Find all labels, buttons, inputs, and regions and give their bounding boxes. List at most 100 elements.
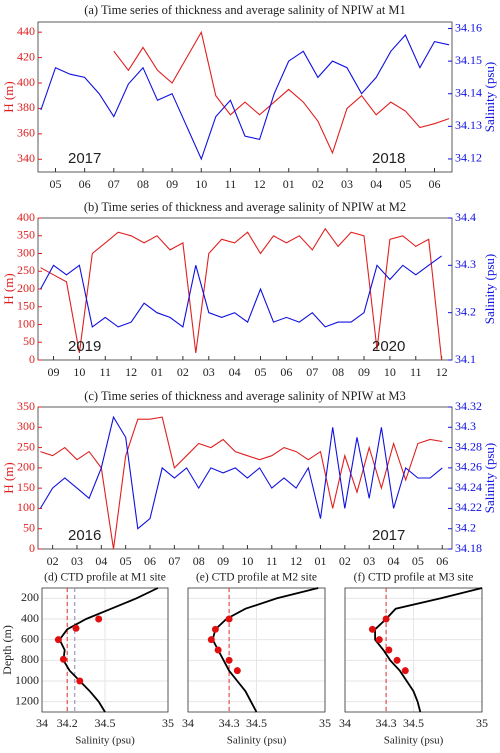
x-tick-label: 08: [193, 554, 205, 568]
x-tick-label: 35: [319, 716, 331, 730]
x-tick-label: 34.2: [57, 716, 78, 730]
year-annotation: 2018: [372, 150, 405, 167]
x-axis-label: Salinity (psu): [227, 735, 287, 747]
x-tick-label: 12: [125, 365, 137, 379]
x-tick-label: 08: [332, 365, 344, 379]
y-tick-label: 200: [17, 281, 35, 295]
y-tick-label: 0: [29, 541, 35, 555]
y-tick-label: 50: [23, 334, 35, 348]
profile-point: [214, 646, 222, 654]
x-tick-label: 10: [241, 554, 253, 568]
y-tick-label: 400: [17, 210, 35, 224]
x-tick-label: 04: [229, 365, 241, 379]
y2-tick-label: 34.2: [455, 520, 476, 534]
profile-point: [375, 636, 383, 644]
y2-tick-label: 34.1: [455, 352, 476, 366]
x-tick-label: 34.3: [376, 716, 397, 730]
plot-frame: [344, 587, 483, 713]
x-tick-label: 34.5: [246, 716, 267, 730]
x-tick-label: 11: [410, 365, 422, 379]
x-tick-label: 07: [306, 365, 318, 379]
x-tick-label: 09: [217, 554, 229, 568]
profile-point: [385, 646, 393, 654]
series-line: [40, 255, 442, 328]
y2-tick-label: 34.4: [455, 210, 476, 224]
y2-axis-label: Salinity (psu): [482, 254, 497, 324]
y-axis-label: H (m): [1, 81, 16, 112]
x-tick-label: 03: [363, 554, 375, 568]
y-tick-label: 300: [17, 419, 35, 433]
x-tick-label: 06: [280, 365, 292, 379]
y2-tick-label: 34.3: [455, 257, 476, 271]
y2-tick-label: 34.22: [455, 500, 482, 514]
x-tick-label: 06: [429, 177, 441, 191]
x-tick-label: 10: [195, 177, 207, 191]
y-tick-label: 360: [17, 126, 35, 140]
y-tick-label: 800: [21, 652, 39, 666]
plot-frame: [37, 21, 453, 173]
year-annotation: 2017: [372, 527, 405, 544]
x-tick-label: 06: [79, 177, 91, 191]
x-tick-label: 02: [177, 365, 189, 379]
profile-point: [207, 636, 215, 644]
year-annotation: 2016: [68, 527, 101, 544]
profile-point: [211, 625, 219, 633]
x-tick-label: 12: [254, 177, 266, 191]
x-tick-label: 01: [151, 365, 163, 379]
y-tick-label: 50: [23, 520, 35, 534]
x-tick-label: 11: [266, 554, 278, 568]
x-tick-label: 05: [120, 554, 132, 568]
profile-point: [225, 656, 233, 664]
x-tick-label: 09: [166, 177, 178, 191]
y-tick-label: 100: [17, 316, 35, 330]
y2-tick-label: 34.2: [455, 304, 476, 318]
x-tick-label: 03: [203, 365, 215, 379]
series-line: [40, 416, 443, 550]
x-tick-label: 12: [436, 365, 448, 379]
y-tick-label: 250: [17, 439, 35, 453]
profile-point: [95, 615, 103, 623]
x-tick-label: 02: [339, 554, 351, 568]
chart-title: (f) CTD profile at M3 site: [354, 572, 474, 584]
x-tick-label: 05: [255, 365, 267, 379]
y-tick-label: 600: [21, 631, 39, 645]
series-line: [39, 415, 443, 530]
y2-tick-label: 34.12: [455, 151, 482, 165]
y-tick-label: 300: [17, 245, 35, 259]
profile-point: [368, 625, 376, 633]
profile-line: [374, 587, 483, 713]
x-tick-label: 05: [412, 554, 424, 568]
x-tick-label: 34: [339, 716, 351, 730]
y-tick-label: 150: [17, 480, 35, 494]
y2-tick-label: 34.13: [455, 118, 482, 132]
profile-point: [72, 624, 80, 632]
y-axis-label: Depth (m): [0, 625, 14, 675]
y2-tick-label: 34.14: [455, 85, 482, 99]
x-tick-label: 34: [182, 716, 194, 730]
x-tick-label: 05: [399, 177, 411, 191]
x-tick-label: 07: [108, 177, 120, 191]
chart-title: (d) CTD profile at M1 site: [44, 572, 166, 584]
x-tick-label: 07: [168, 554, 180, 568]
profile-point: [54, 636, 62, 644]
y-tick-label: 440: [17, 24, 35, 38]
y-tick-label: 420: [17, 49, 35, 63]
chart-title: (c) Time series of thickness and average…: [84, 389, 406, 403]
x-tick-label: 02: [47, 554, 59, 568]
profile-line: [58, 587, 159, 713]
profile-line: [211, 587, 319, 713]
y2-axis-label: Salinity (psu): [482, 62, 497, 132]
y-tick-label: 1000: [15, 673, 39, 687]
y-tick-label: 380: [17, 100, 35, 114]
y-axis-label: H (m): [1, 273, 16, 304]
x-tick-label: 34.5: [95, 716, 116, 730]
x-tick-label: 09: [48, 365, 60, 379]
x-tick-label: 01: [283, 177, 295, 191]
x-tick-label: 11: [99, 365, 111, 379]
x-tick-label: 35: [476, 716, 488, 730]
y-tick-label: 340: [17, 151, 35, 165]
series-line: [40, 227, 443, 361]
y2-tick-label: 34.18: [455, 541, 482, 555]
